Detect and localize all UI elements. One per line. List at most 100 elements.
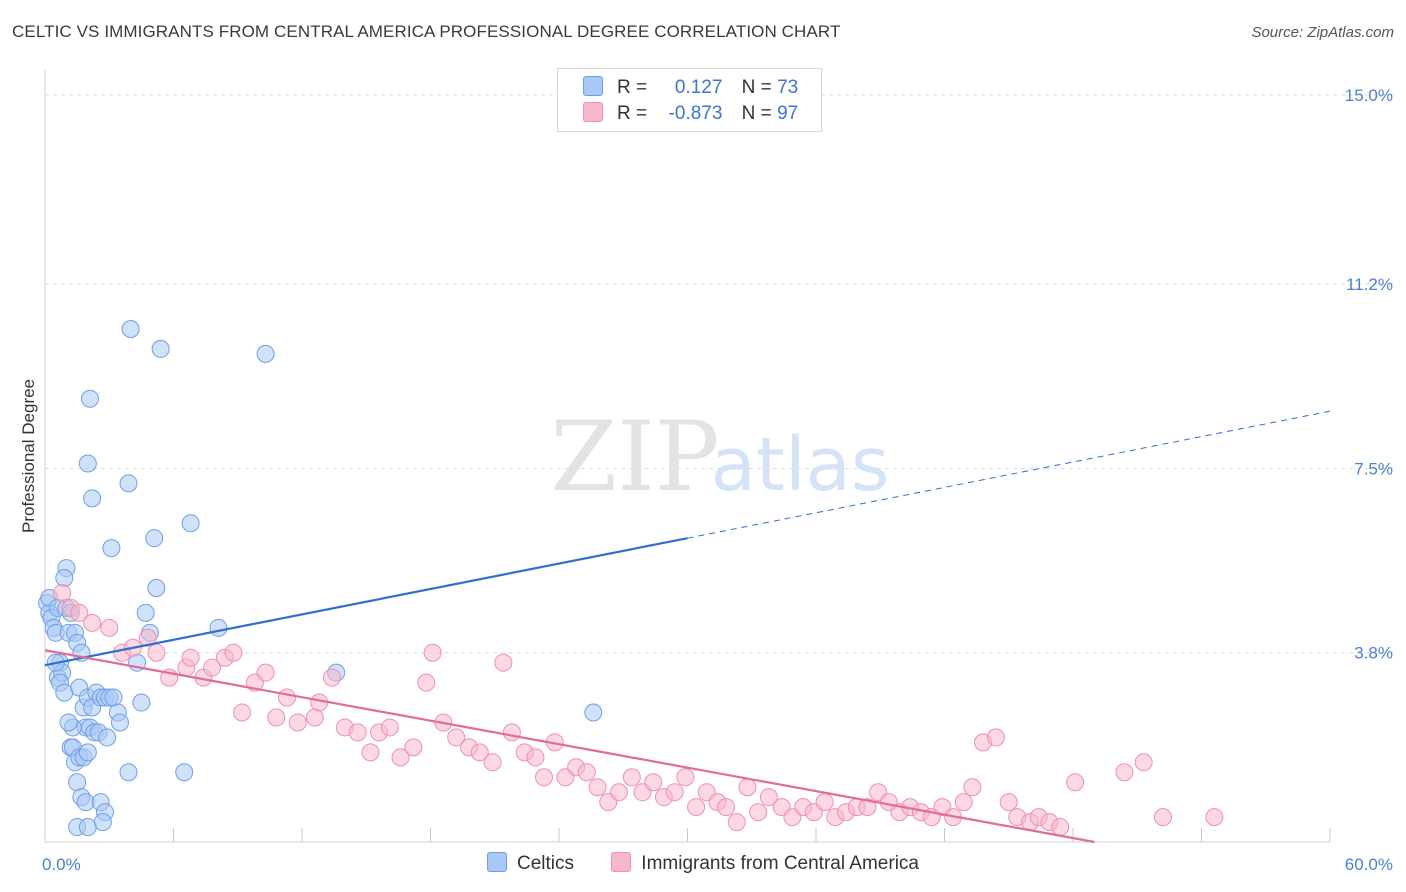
celtics-point <box>584 703 603 722</box>
celtics-point <box>175 763 194 782</box>
celtics-point <box>78 818 97 837</box>
immigrants-point <box>203 658 222 677</box>
immigrants-point <box>361 743 380 762</box>
immigrants-point <box>417 673 436 692</box>
immigrants-point <box>278 688 297 707</box>
immigrants-point <box>1115 763 1134 782</box>
immigrants-point <box>288 713 307 732</box>
immigrants-point <box>83 613 102 632</box>
legend-r-value: -0.873 <box>668 103 723 124</box>
immigrants-point <box>100 618 119 637</box>
immigrants-point <box>267 708 286 727</box>
immigrants-point <box>233 703 252 722</box>
immigrants-point <box>423 643 442 662</box>
celtics-trend-line <box>44 537 688 667</box>
celtics-point <box>151 339 170 358</box>
immigrants-point <box>954 793 973 812</box>
celtics-point <box>93 813 112 832</box>
celtics-point <box>119 474 138 493</box>
gridlines <box>45 94 1395 654</box>
celtics-point <box>181 514 200 533</box>
immigrants-point <box>470 743 489 762</box>
immigrants-point <box>447 728 466 747</box>
tick-labels: 15.0% 11.2% 7.5% 3.8% 0.0% 60.0% <box>42 86 1393 874</box>
watermark-zip: ZIP <box>550 401 719 513</box>
immigrants-point <box>986 728 1005 747</box>
immigrants-point <box>727 813 746 832</box>
immigrants-point <box>483 753 502 772</box>
immigrants-point <box>322 668 341 687</box>
celtics-point <box>55 683 74 702</box>
x-tick-label: 0.0% <box>42 855 81 874</box>
immigrants-point <box>963 778 982 797</box>
immigrants-point <box>815 793 834 812</box>
immigrants-point <box>1153 808 1172 827</box>
immigrants-point <box>717 798 736 817</box>
celtics-point <box>55 569 74 588</box>
immigrants-point <box>1051 818 1070 837</box>
celtics-point <box>121 319 140 338</box>
legend-row-celtics: R = 0.127 N = 73 <box>583 76 798 100</box>
correlation-legend: R = 0.127 N = 73 R = -0.873 N = 97 <box>557 68 822 132</box>
trend-lines <box>44 410 1331 844</box>
y-tick-label: 7.5% <box>1354 459 1393 478</box>
immigrants-point <box>348 723 367 742</box>
series-label-celtics: Celtics <box>517 853 575 874</box>
celtics-point <box>145 529 164 548</box>
immigrants-point <box>609 783 628 802</box>
immigrants-point <box>644 773 663 792</box>
immigrants-point <box>577 763 596 782</box>
immigrants-point <box>147 643 166 662</box>
celtics-point <box>136 603 155 622</box>
immigrants-point <box>1205 808 1224 827</box>
celtics-point <box>76 793 95 812</box>
immigrants-point <box>738 778 757 797</box>
celtics-point <box>102 539 121 558</box>
immigrants-point <box>391 748 410 767</box>
legend-r-label: R = <box>617 103 648 124</box>
legend-r-value: 0.127 <box>674 77 723 98</box>
series-swatch-celtics <box>487 852 507 872</box>
legend-swatch-immigrants <box>583 102 603 122</box>
immigrants-point <box>588 778 607 797</box>
immigrants-point <box>224 643 243 662</box>
immigrants-trend-line <box>44 649 1095 844</box>
legend-r-label: R = <box>617 77 648 98</box>
legend-n-label: N = <box>741 77 772 98</box>
watermark: ZIP atlas <box>550 401 889 513</box>
immigrants-point <box>622 768 641 787</box>
legend-n-value: 73 <box>777 77 799 98</box>
immigrants-point <box>749 803 768 822</box>
celtics-point <box>119 763 138 782</box>
celtics-point <box>78 454 97 473</box>
immigrants-point <box>535 768 554 787</box>
celtics-point <box>59 713 78 732</box>
celtics-point <box>78 743 97 762</box>
chart-title: CELTIC VS IMMIGRANTS FROM CENTRAL AMERIC… <box>12 22 841 41</box>
celtics-point <box>132 693 151 712</box>
y-tick-label: 3.8% <box>1354 644 1393 663</box>
immigrants-point <box>404 738 423 757</box>
immigrants-point <box>999 793 1018 812</box>
legend-row-immigrants: R = -0.873 N = 97 <box>583 102 798 126</box>
celtics-point <box>98 728 117 747</box>
immigrants-point <box>858 798 877 817</box>
x-tick-label: 60.0% <box>1345 855 1393 874</box>
immigrants-point <box>256 663 275 682</box>
series-label-immigrants: Immigrants from Central America <box>641 853 919 874</box>
celtics-point <box>256 344 275 363</box>
immigrants-point <box>665 783 684 802</box>
immigrants-point <box>1066 773 1085 792</box>
legend-n-value: 97 <box>777 103 799 124</box>
immigrants-point <box>687 798 706 817</box>
celtics-point <box>209 618 228 637</box>
watermark-atlas: atlas <box>711 422 890 508</box>
celtics-point <box>147 578 166 597</box>
immigrants-point <box>759 788 778 807</box>
series-swatch-immigrants <box>611 852 632 872</box>
immigrants-point <box>310 693 329 712</box>
immigrants-point <box>53 583 72 602</box>
y-tick-label: 11.2% <box>1346 275 1393 294</box>
celtics-point <box>110 713 129 732</box>
